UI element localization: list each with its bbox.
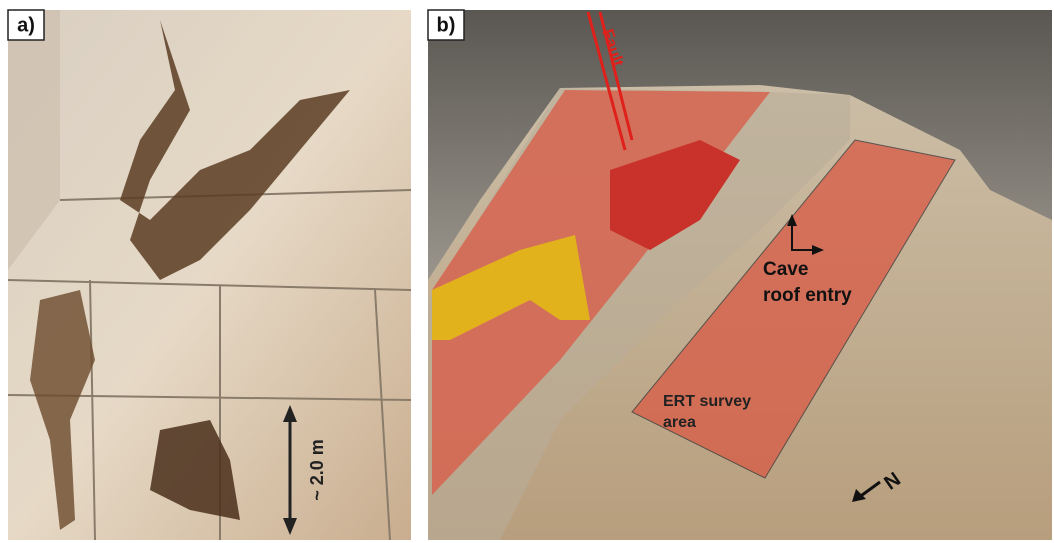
ert-survey-area xyxy=(631,139,956,479)
cave-arrowheads xyxy=(787,214,824,255)
cave-arrow xyxy=(791,218,818,251)
panel-label: b) xyxy=(437,14,456,36)
fault-line xyxy=(598,11,634,141)
fault-line xyxy=(586,11,627,151)
panel-b: Fault Cave roof entry ERT survey area N … xyxy=(427,9,1052,540)
label-box xyxy=(7,9,45,41)
excavator xyxy=(432,235,590,340)
wall-shade xyxy=(8,10,60,270)
block-joints xyxy=(7,189,412,541)
cave-label: roof entry xyxy=(763,285,852,306)
panel-a: ~ 2.0 m a) xyxy=(7,9,412,541)
karst-crack xyxy=(120,20,350,280)
survey-label: area xyxy=(663,414,696,431)
north-arrowhead xyxy=(852,489,866,502)
excavator xyxy=(610,140,740,250)
karst-crack xyxy=(30,290,95,530)
survey-label: ERT survey xyxy=(663,393,751,410)
cave-label: Cave xyxy=(763,259,808,280)
panel-label: a) xyxy=(17,14,35,36)
quarry-walls xyxy=(428,10,1052,280)
cavity xyxy=(150,420,240,520)
label-box xyxy=(427,9,465,41)
scale-label: ~ 2.0 m xyxy=(307,439,327,501)
